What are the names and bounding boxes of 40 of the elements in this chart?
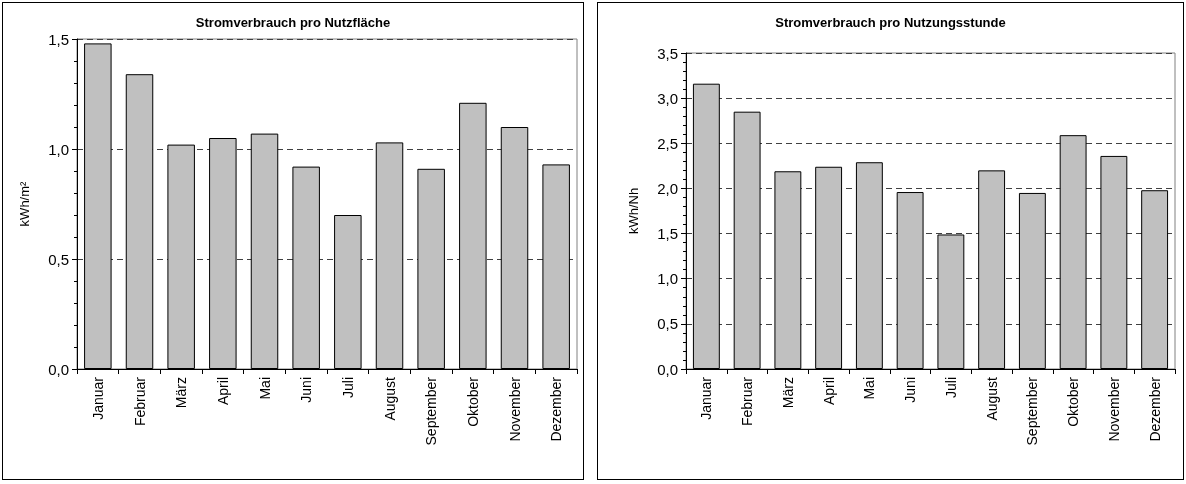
y-tick-label: 0,0 — [657, 360, 678, 378]
y-tick-label: 1,5 — [48, 30, 69, 48]
y-tick-label: 0,5 — [657, 315, 678, 333]
y-tick-label: 0,5 — [48, 250, 69, 268]
x-tick-label: Oktober — [464, 376, 481, 427]
x-tick-label: November — [506, 376, 523, 442]
chart-title: Stromverbrauch pro Nutzungsstunde — [775, 15, 1006, 30]
x-tick-label: Mai — [256, 377, 273, 400]
x-tick-label: Januar — [698, 376, 715, 420]
x-tick-label: April — [820, 377, 837, 406]
y-tick-label: 3,0 — [657, 89, 678, 107]
y-tick-label: 3,5 — [657, 44, 678, 62]
x-tick-label: August — [983, 376, 1000, 421]
x-tick-label: Februar — [739, 376, 756, 427]
y-tick-label: 1,0 — [657, 270, 678, 288]
x-tick-label: Mai — [861, 377, 878, 400]
chart-title: Stromverbrauch pro Nutzfläche — [195, 15, 391, 30]
x-tick-label: Juni — [902, 377, 919, 403]
y-tick-label: 1,5 — [657, 225, 678, 243]
x-tick-label: September — [423, 376, 440, 446]
y-axis-title: kWh/Nh — [626, 187, 641, 235]
x-tick-label: März — [779, 377, 796, 409]
x-tick-label: April — [214, 377, 231, 406]
y-tick-label: 1,0 — [48, 140, 69, 158]
x-tick-label: Januar — [89, 376, 106, 420]
x-tick-label: Juni — [298, 377, 315, 403]
x-tick-label: Juli — [339, 377, 356, 399]
y-axis-title: kWh/m² — [17, 180, 32, 227]
y-tick-label: 0,0 — [48, 360, 69, 378]
x-tick-label: Juli — [942, 377, 959, 399]
x-tick-label: Februar — [131, 376, 148, 427]
x-tick-label: November — [1105, 376, 1122, 442]
y-tick-label: 2,5 — [657, 134, 678, 152]
x-tick-label: August — [381, 376, 398, 421]
x-tick-label: Dezember — [548, 376, 565, 442]
x-tick-label: Dezember — [1146, 376, 1163, 442]
x-tick-label: Oktober — [1065, 376, 1082, 427]
x-tick-label: September — [1024, 376, 1041, 446]
x-tick-label: März — [173, 377, 190, 409]
y-tick-label: 2,0 — [657, 179, 678, 197]
